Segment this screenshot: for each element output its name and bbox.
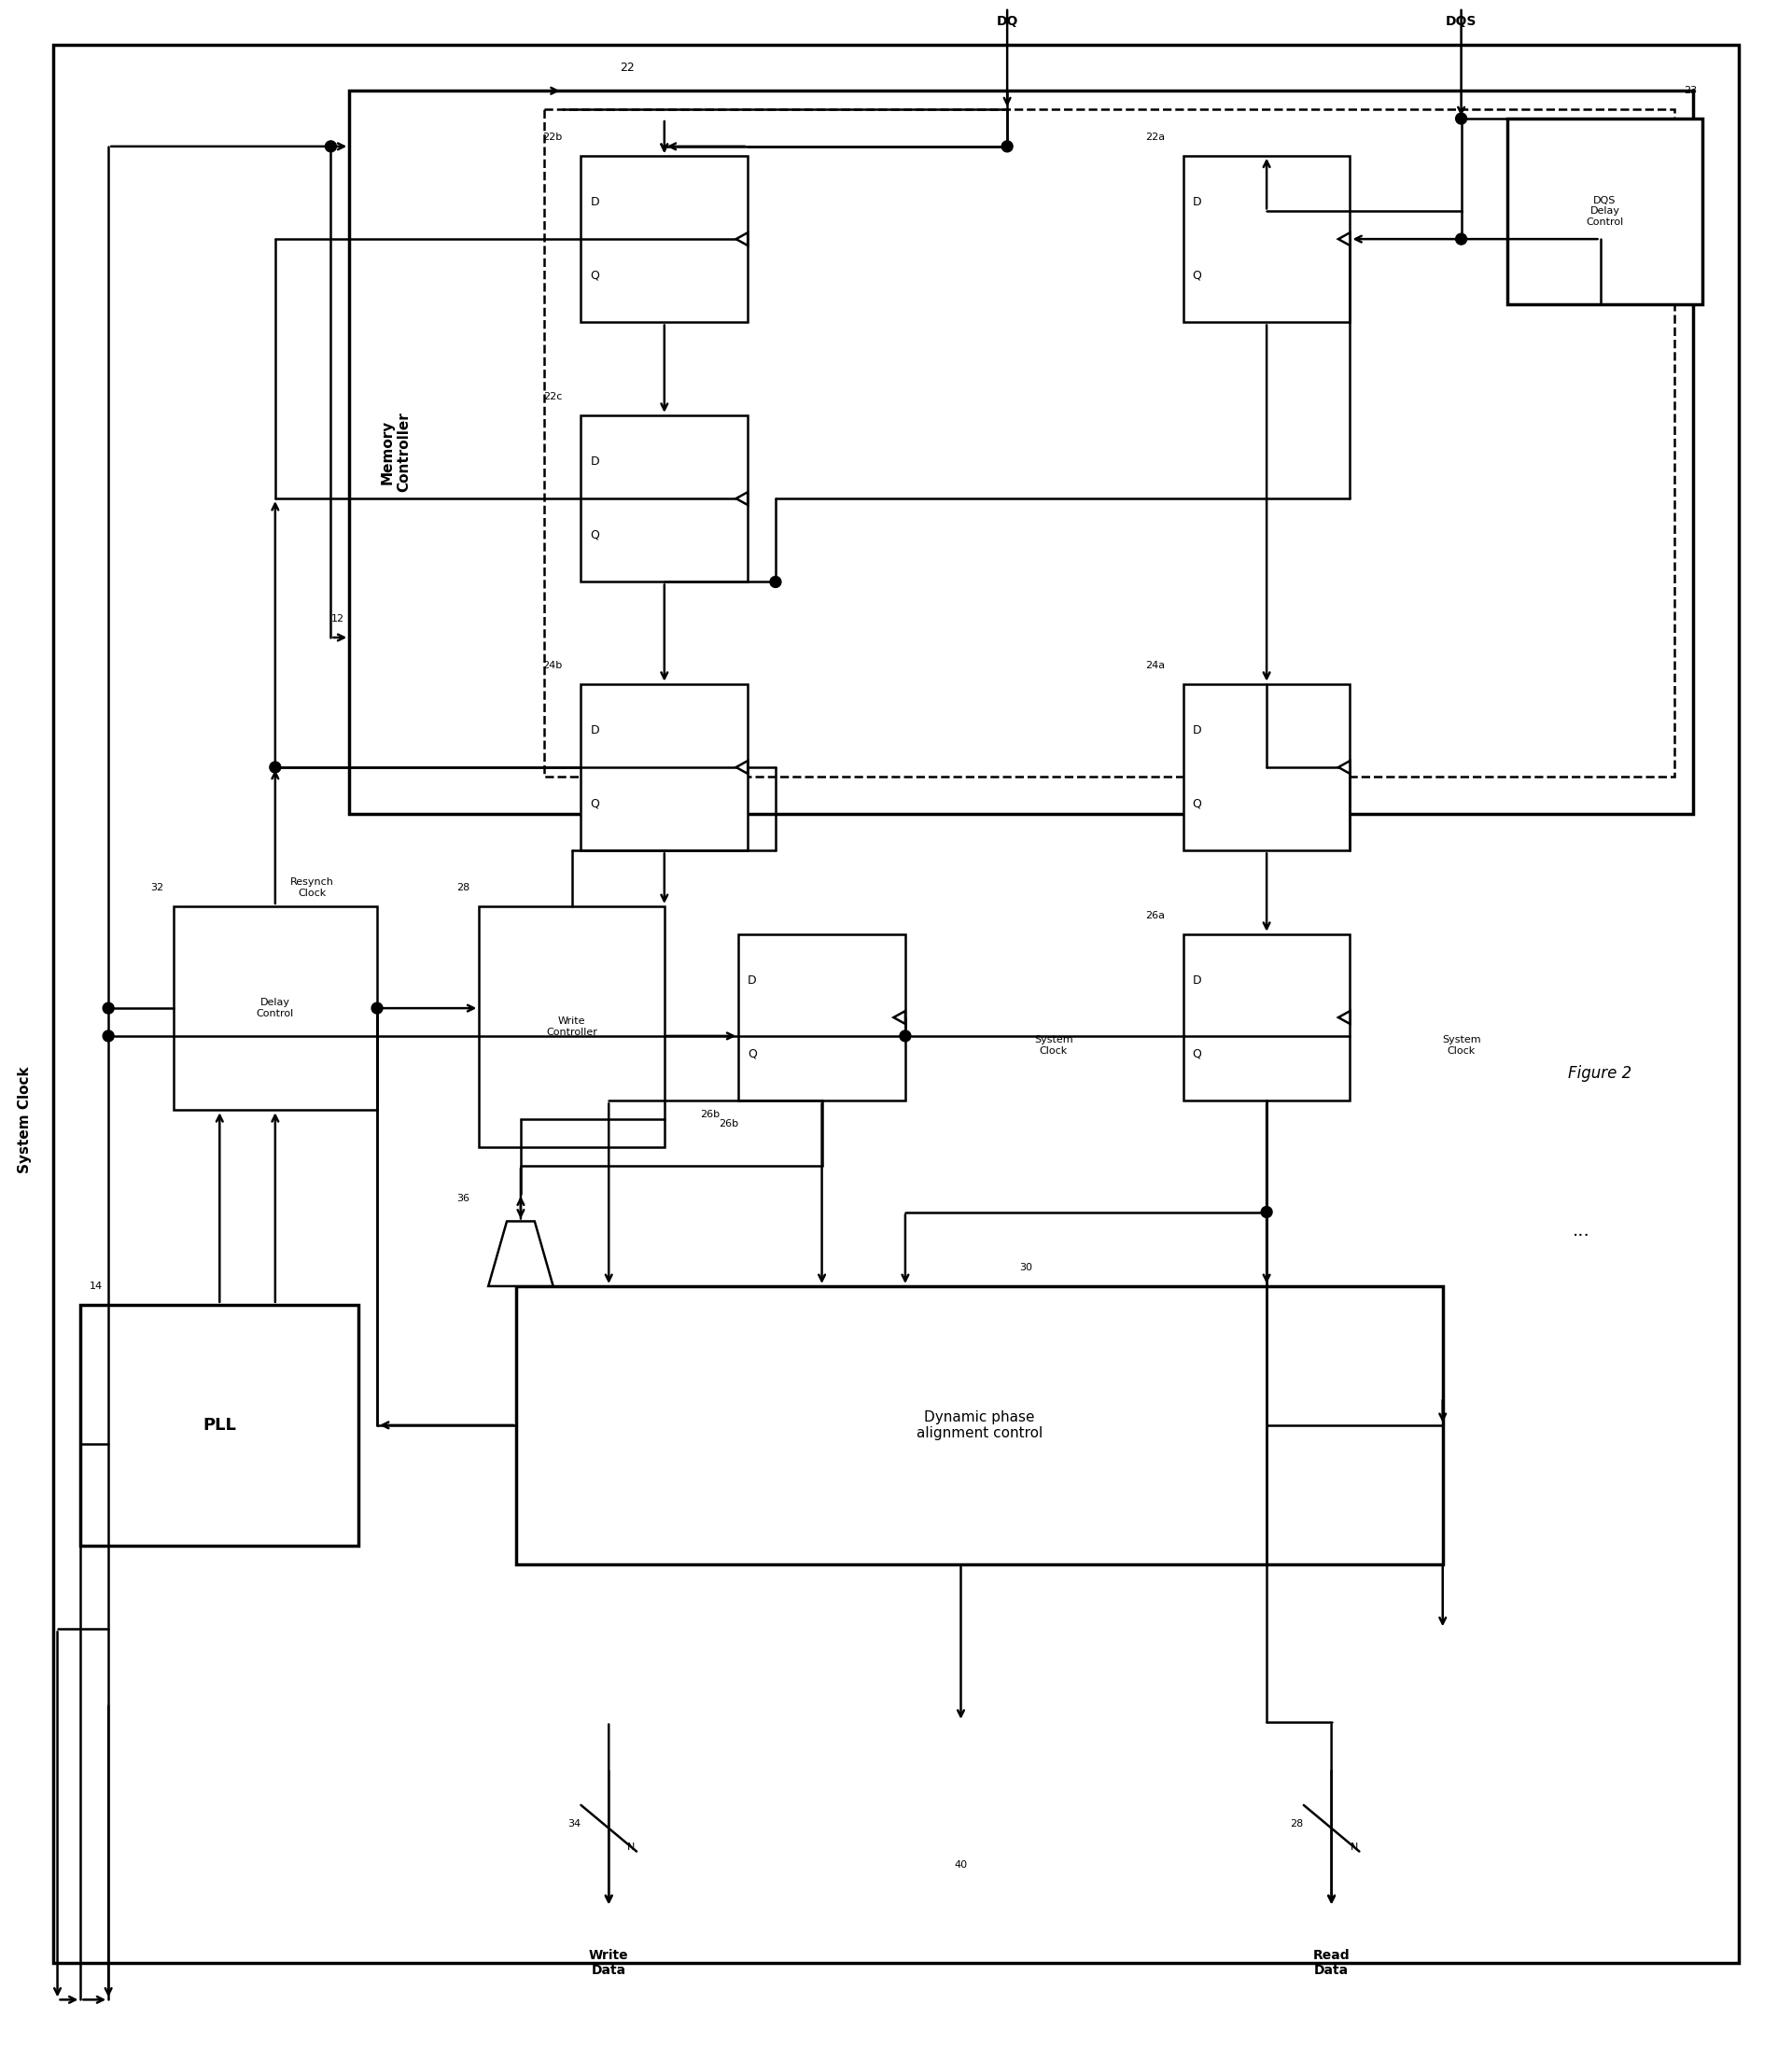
Text: 23: 23: [1684, 86, 1697, 96]
Polygon shape: [487, 1221, 554, 1287]
Text: DQ: DQ: [996, 14, 1018, 29]
Circle shape: [771, 577, 781, 587]
Bar: [1183, 935, 1349, 1101]
Text: 26a: 26a: [1145, 910, 1165, 921]
Bar: [738, 935, 905, 1101]
Polygon shape: [1339, 1011, 1349, 1023]
Text: Q: Q: [590, 798, 600, 810]
Text: System Clock: System Clock: [18, 1066, 32, 1172]
Text: D: D: [747, 974, 756, 986]
Circle shape: [1455, 113, 1468, 125]
Text: Q: Q: [1192, 798, 1202, 810]
Text: 32: 32: [151, 884, 165, 892]
Text: D: D: [590, 456, 599, 469]
Text: N: N: [627, 1841, 634, 1852]
Text: 26b: 26b: [719, 1119, 738, 1129]
Text: D: D: [590, 724, 599, 737]
Text: Q: Q: [590, 270, 600, 282]
Text: Read
Data: Read Data: [1314, 1948, 1349, 1976]
Bar: [581, 683, 747, 851]
Bar: [1183, 683, 1349, 851]
Circle shape: [1002, 141, 1012, 151]
Text: Delay
Control: Delay Control: [256, 998, 294, 1019]
Text: 36: 36: [457, 1193, 470, 1203]
Text: Resynch
Clock: Resynch Clock: [290, 878, 333, 898]
Text: 22: 22: [620, 61, 634, 74]
Text: 24b: 24b: [543, 661, 563, 669]
Polygon shape: [1339, 761, 1349, 773]
Text: Q: Q: [1192, 1048, 1202, 1060]
Text: DQS
Delay
Control: DQS Delay Control: [1586, 196, 1624, 227]
Text: D: D: [1192, 724, 1201, 737]
Bar: [581, 415, 747, 581]
Bar: [1183, 155, 1349, 323]
Text: D: D: [1192, 196, 1201, 209]
Text: 30: 30: [1020, 1262, 1032, 1273]
Text: 28: 28: [457, 884, 470, 892]
Text: System
Clock: System Clock: [1034, 1035, 1073, 1056]
Circle shape: [324, 141, 337, 151]
Text: Write
Data: Write Data: [590, 1948, 629, 1976]
Circle shape: [371, 1003, 383, 1013]
Text: Dynamic phase
alignment control: Dynamic phase alignment control: [916, 1410, 1043, 1440]
Text: 40: 40: [955, 1860, 968, 1870]
Bar: [581, 155, 747, 323]
Circle shape: [269, 761, 281, 773]
Text: 34: 34: [568, 1819, 581, 1829]
Polygon shape: [737, 491, 747, 505]
Polygon shape: [1339, 233, 1349, 246]
Text: Memory
Controller: Memory Controller: [380, 411, 410, 493]
Text: D: D: [590, 196, 599, 209]
Text: 28: 28: [1290, 1819, 1305, 1829]
Text: PLL: PLL: [202, 1416, 237, 1434]
Text: Figure 2: Figure 2: [1568, 1064, 1633, 1082]
Text: Q: Q: [747, 1048, 756, 1060]
Text: 22c: 22c: [543, 393, 563, 401]
Text: Q: Q: [590, 530, 600, 542]
Text: DQS: DQS: [1446, 14, 1477, 29]
Circle shape: [102, 1031, 115, 1041]
Circle shape: [1455, 233, 1468, 246]
Bar: [81, 1305, 358, 1545]
Text: 22a: 22a: [1145, 133, 1165, 141]
Polygon shape: [737, 233, 747, 246]
Polygon shape: [737, 761, 747, 773]
Bar: [545, 108, 1674, 777]
Text: System
Clock: System Clock: [1443, 1035, 1480, 1056]
Bar: [349, 90, 1693, 814]
Text: D: D: [1192, 974, 1201, 986]
Circle shape: [900, 1031, 910, 1041]
Circle shape: [1262, 1207, 1272, 1217]
Text: 12: 12: [332, 614, 344, 624]
Text: 14: 14: [90, 1281, 104, 1291]
Text: 24a: 24a: [1145, 661, 1165, 669]
Bar: [478, 906, 665, 1148]
Bar: [1507, 119, 1702, 305]
Text: ...: ...: [1573, 1221, 1591, 1240]
Text: 22b: 22b: [543, 133, 563, 141]
Polygon shape: [894, 1011, 905, 1023]
Bar: [516, 1287, 1443, 1563]
Text: 26b: 26b: [701, 1111, 720, 1119]
Bar: [174, 906, 376, 1111]
Text: N: N: [1349, 1841, 1358, 1852]
Circle shape: [102, 1003, 115, 1013]
Text: Q: Q: [1192, 270, 1202, 282]
Text: Write
Controller: Write Controller: [547, 1017, 597, 1037]
